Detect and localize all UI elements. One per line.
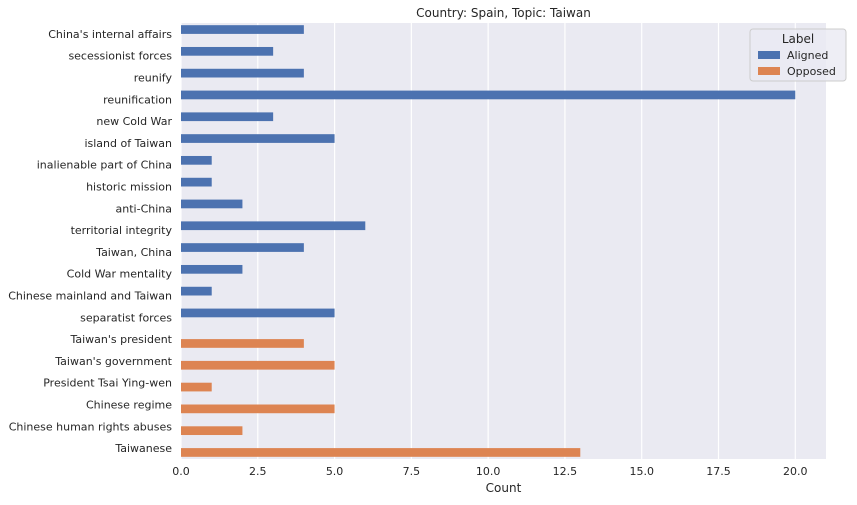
bar-opposed — [181, 426, 243, 436]
y-tick-label: territorial integrity — [71, 224, 173, 237]
y-tick-label: reunification — [103, 93, 172, 106]
bar-aligned — [181, 264, 243, 274]
legend-swatch — [758, 67, 780, 75]
legend-label: Aligned — [787, 49, 828, 62]
x-tick-label: 17.5 — [706, 465, 731, 478]
legend-label: Opposed — [787, 65, 836, 78]
bar-aligned — [181, 68, 304, 78]
legend-title: Label — [782, 32, 814, 46]
bar-aligned — [181, 243, 304, 252]
y-tick-label: China's internal affairs — [48, 28, 172, 41]
bar-aligned — [181, 286, 212, 296]
bar-opposed — [181, 448, 581, 457]
plot-area — [181, 23, 826, 459]
legend: Label Aligned Opposed — [749, 28, 847, 82]
x-tick-label: 10.0 — [476, 465, 501, 478]
x-tick-label: 2.5 — [249, 465, 267, 478]
x-tick-labels: 0.0 2.5 5.0 7.5 10.0 12.5 15.0 17.5 20.0 — [172, 465, 807, 478]
y-tick-label: Cold War mentality — [67, 268, 173, 281]
y-tick-label: Taiwanese — [114, 442, 172, 455]
y-tick-label: island of Taiwan — [84, 137, 172, 150]
y-tick-label: President Tsai Ying-wen — [43, 377, 172, 390]
y-tick-label: Chinese mainland and Taiwan — [8, 290, 172, 303]
bar-opposed — [181, 382, 212, 392]
y-tick-label: new Cold War — [96, 115, 172, 128]
y-tick-label: Chinese regime — [86, 399, 172, 412]
bar-aligned — [181, 155, 212, 165]
x-tick-label: 5.0 — [326, 465, 344, 478]
bar-opposed — [181, 360, 335, 370]
bar-aligned — [181, 25, 304, 34]
bar-aligned — [181, 308, 335, 318]
legend-swatch — [758, 51, 780, 59]
bar-opposed — [181, 339, 304, 348]
bar-aligned — [181, 90, 796, 100]
x-tick-label: 20.0 — [783, 465, 808, 478]
x-tick-label: 12.5 — [553, 465, 578, 478]
bar-aligned — [181, 46, 274, 56]
y-tick-label: Chinese human rights abuses — [9, 420, 173, 433]
legend-items: Aligned Opposed — [758, 49, 836, 78]
bar-opposed — [181, 404, 335, 414]
bar-aligned — [181, 221, 366, 231]
bar-aligned — [181, 177, 212, 187]
y-tick-label: reunify — [134, 72, 173, 85]
x-tick-label: 15.0 — [629, 465, 654, 478]
bar-aligned — [181, 112, 274, 122]
y-tick-label: historic mission — [86, 181, 172, 194]
y-tick-label: anti-China — [116, 202, 172, 215]
x-tick-label: 0.0 — [172, 465, 190, 478]
y-tick-label: separatist forces — [80, 311, 172, 324]
x-tick-label: 7.5 — [403, 465, 421, 478]
x-axis-label: Count — [486, 481, 522, 495]
y-tick-label: Taiwan, China — [95, 246, 172, 259]
y-tick-label: secessionist forces — [68, 50, 172, 63]
y-tick-labels: China's internal affairs secessionist for… — [8, 28, 172, 455]
bar-aligned — [181, 199, 243, 209]
chart-title: Country: Spain, Topic: Taiwan — [416, 6, 591, 20]
y-tick-label: Taiwan's government — [54, 355, 172, 368]
y-tick-label: Taiwan's president — [69, 333, 172, 346]
bars — [181, 25, 796, 457]
y-tick-label: inalienable part of China — [37, 159, 172, 172]
bar-aligned — [181, 134, 335, 143]
